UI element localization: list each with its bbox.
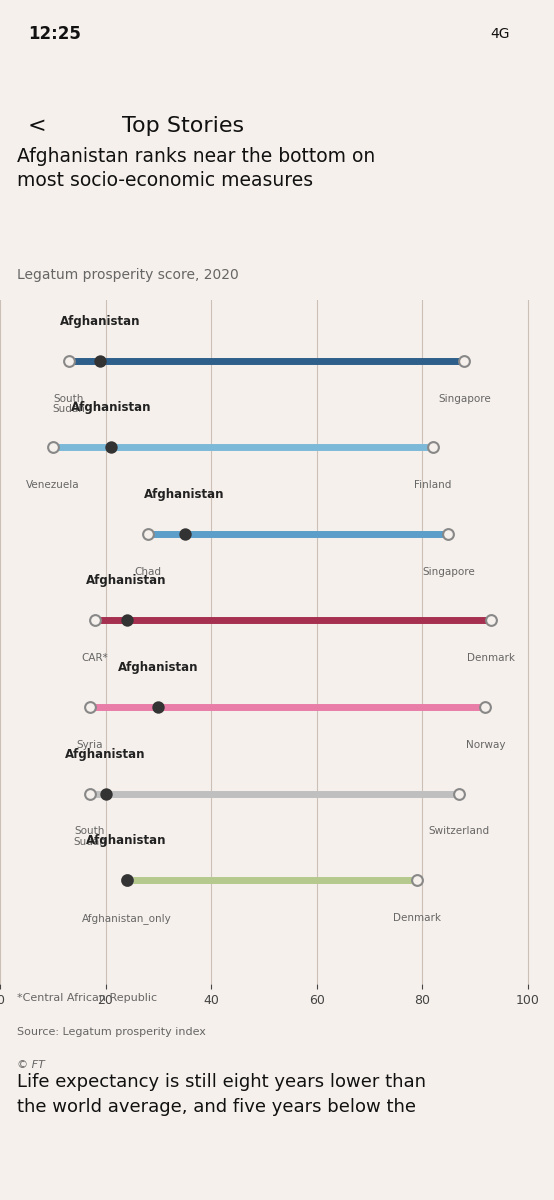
- Text: Denmark: Denmark: [466, 653, 515, 664]
- Point: [180, 524, 189, 544]
- Text: Singapore: Singapore: [438, 394, 491, 403]
- Text: Afghanistan: Afghanistan: [60, 314, 141, 328]
- Text: 12:25: 12:25: [28, 24, 80, 42]
- Text: Venezuela: Venezuela: [26, 480, 80, 490]
- Point: [143, 524, 152, 544]
- Point: [85, 697, 94, 716]
- Text: © FT: © FT: [17, 1060, 44, 1069]
- Text: Norway: Norway: [466, 740, 505, 750]
- Text: Top Stories: Top Stories: [122, 116, 244, 136]
- Text: Finland: Finland: [414, 480, 452, 490]
- Point: [122, 870, 131, 889]
- Point: [154, 697, 163, 716]
- Point: [48, 438, 57, 457]
- Text: Afghanistan: Afghanistan: [118, 661, 198, 674]
- Text: Afghanistan: Afghanistan: [86, 575, 167, 588]
- Point: [85, 784, 94, 803]
- Text: Syria: Syria: [76, 740, 103, 750]
- Text: Source: Legatum prosperity index: Source: Legatum prosperity index: [17, 1027, 206, 1037]
- Text: South
Sudan: South Sudan: [73, 827, 106, 847]
- Point: [460, 352, 469, 371]
- Point: [122, 870, 131, 889]
- Text: Life expectancy is still eight years lower than
the world average, and five year: Life expectancy is still eight years low…: [17, 1073, 425, 1116]
- Text: Singapore: Singapore: [422, 566, 475, 577]
- Point: [412, 870, 421, 889]
- Point: [101, 784, 110, 803]
- Point: [64, 352, 73, 371]
- Point: [96, 352, 105, 371]
- Point: [455, 784, 464, 803]
- Point: [428, 438, 437, 457]
- Text: Afghanistan: Afghanistan: [86, 834, 167, 847]
- Text: Legatum prosperity score, 2020: Legatum prosperity score, 2020: [17, 268, 238, 282]
- Text: Denmark: Denmark: [393, 913, 441, 923]
- Text: CAR*: CAR*: [81, 653, 109, 664]
- Point: [481, 697, 490, 716]
- Text: Afghanistan: Afghanistan: [145, 488, 225, 500]
- Text: Afghanistan_only: Afghanistan_only: [82, 913, 172, 924]
- Point: [106, 438, 115, 457]
- Text: South
Sudan: South Sudan: [52, 394, 85, 414]
- Text: Afghanistan: Afghanistan: [65, 748, 146, 761]
- Point: [486, 611, 495, 630]
- Text: <: <: [28, 116, 47, 136]
- Text: Chad: Chad: [134, 566, 161, 577]
- Text: Afghanistan: Afghanistan: [70, 401, 151, 414]
- Text: *Central African Republic: *Central African Republic: [17, 994, 157, 1003]
- Point: [122, 611, 131, 630]
- Text: Switzerland: Switzerland: [428, 827, 490, 836]
- Point: [444, 524, 453, 544]
- Text: Afghanistan ranks near the bottom on
most socio-economic measures: Afghanistan ranks near the bottom on mos…: [17, 146, 375, 191]
- Text: 4G: 4G: [490, 26, 510, 41]
- Point: [90, 611, 99, 630]
